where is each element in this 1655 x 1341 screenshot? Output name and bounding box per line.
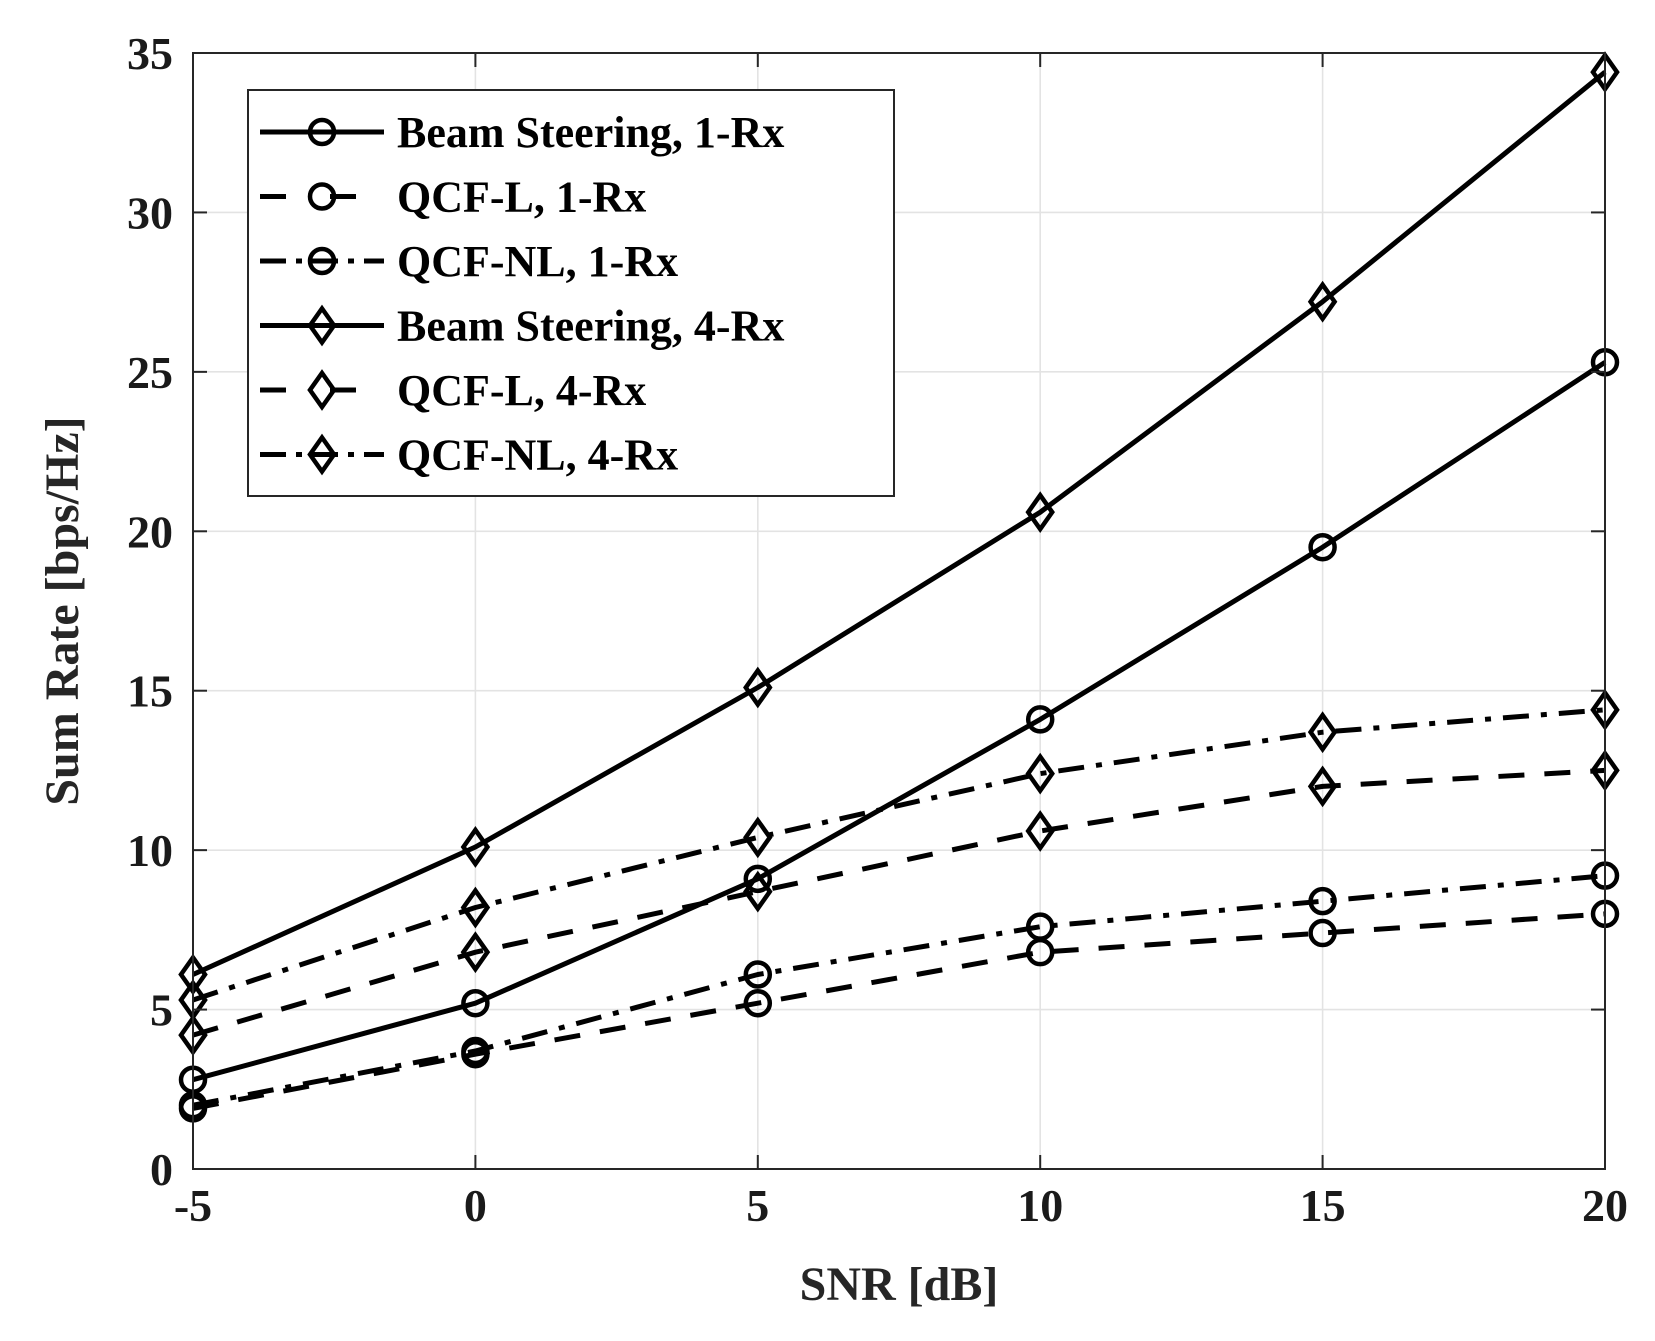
data-point-diamond bbox=[1025, 491, 1055, 534]
series-3 bbox=[178, 861, 1620, 1120]
data-point-circle bbox=[1308, 918, 1337, 948]
legend-label: Beam Steering, 1-Rx bbox=[397, 108, 784, 157]
y-tick-label: 5 bbox=[150, 985, 173, 1036]
y-tick-label: 25 bbox=[127, 347, 173, 398]
data-point-diamond bbox=[1025, 752, 1055, 795]
data-point-diamond bbox=[460, 886, 491, 929]
y-tick-label: 20 bbox=[127, 506, 173, 557]
data-point-circle bbox=[743, 864, 773, 894]
legend-label: Beam Steering, 4-Rx bbox=[397, 302, 784, 351]
data-point-circle bbox=[743, 988, 773, 1018]
legend-label: QCF-NL, 4-Rx bbox=[397, 431, 678, 480]
series-line bbox=[192, 767, 1606, 1038]
x-axis-label: SNR [dB] bbox=[800, 1258, 999, 1311]
x-tick-label: 10 bbox=[1017, 1180, 1063, 1231]
x-tick-label: 15 bbox=[1300, 1180, 1346, 1231]
y-tick-label: 35 bbox=[127, 28, 173, 79]
data-point-diamond bbox=[1307, 765, 1338, 808]
legend-marker-diamond bbox=[307, 369, 337, 411]
series-4 bbox=[178, 51, 1620, 996]
data-point-diamond bbox=[743, 666, 773, 709]
legend-box bbox=[247, 89, 895, 497]
data-point-diamond bbox=[1025, 810, 1055, 852]
series-line bbox=[191, 70, 1607, 977]
series-6 bbox=[178, 688, 1620, 1021]
data-point-circle bbox=[1025, 912, 1055, 941]
series-line bbox=[192, 707, 1606, 1003]
y-tick-label: 10 bbox=[127, 825, 173, 876]
data-point-circle bbox=[1308, 532, 1337, 562]
series-1 bbox=[178, 348, 1620, 1094]
data-point-circle bbox=[1308, 886, 1337, 916]
data-point-diamond bbox=[1307, 280, 1338, 323]
series-line bbox=[192, 873, 1606, 1108]
legend-label: QCF-L, 4-Rx bbox=[397, 366, 646, 415]
series-line bbox=[192, 911, 1606, 1111]
legend-entry: QCF-L, 1-Rx bbox=[260, 173, 646, 222]
data-point-diamond bbox=[460, 826, 491, 868]
series-layer bbox=[178, 51, 1620, 1123]
series-5 bbox=[178, 749, 1620, 1056]
x-tick-label: 20 bbox=[1582, 1180, 1628, 1231]
axes-box bbox=[192, 52, 1606, 1170]
y-tick-label: 30 bbox=[127, 187, 173, 238]
data-point-circle bbox=[461, 1036, 490, 1066]
data-point-diamond bbox=[743, 870, 773, 913]
data-point-diamond bbox=[460, 931, 491, 974]
legend-marker-circle bbox=[307, 117, 337, 147]
legend-marker-circle bbox=[307, 246, 337, 276]
legend-entry: Beam Steering, 1-Rx bbox=[260, 108, 784, 157]
x-tick-label: -5 bbox=[174, 1180, 212, 1231]
legend-marker-diamond bbox=[307, 433, 337, 476]
y-axis-label: Sum Rate [bps/Hz] bbox=[36, 416, 89, 805]
axis-ticks bbox=[192, 52, 1606, 1170]
data-point-diamond bbox=[743, 816, 773, 859]
data-point-diamond bbox=[1307, 711, 1338, 754]
legend: Beam Steering, 1-Rx QCF-L, 1-Rx QCF-NL, 1-… bbox=[247, 89, 895, 497]
series-line bbox=[192, 360, 1607, 1083]
legend-entry: QCF-NL, 4-Rx bbox=[260, 431, 678, 480]
legend-marker-circle bbox=[307, 182, 337, 211]
legend-entry: Beam Steering, 4-Rx bbox=[260, 302, 784, 351]
legend-label: QCF-NL, 1-Rx bbox=[397, 237, 678, 286]
legend-entry: QCF-NL, 1-Rx bbox=[260, 237, 678, 286]
data-point-circle bbox=[743, 960, 773, 989]
data-point-circle bbox=[461, 988, 490, 1018]
data-point-circle bbox=[1025, 705, 1055, 734]
legend-entry: QCF-L, 4-Rx bbox=[260, 366, 646, 415]
series-2 bbox=[178, 899, 1620, 1123]
y-tick-label: 15 bbox=[127, 666, 173, 717]
legend-marker-diamond bbox=[307, 304, 337, 347]
x-tick-label: 0 bbox=[464, 1180, 487, 1231]
x-tick-label: 5 bbox=[746, 1180, 769, 1231]
legend-label: QCF-L, 1-Rx bbox=[397, 173, 646, 222]
y-tick-label: 0 bbox=[150, 1144, 173, 1195]
